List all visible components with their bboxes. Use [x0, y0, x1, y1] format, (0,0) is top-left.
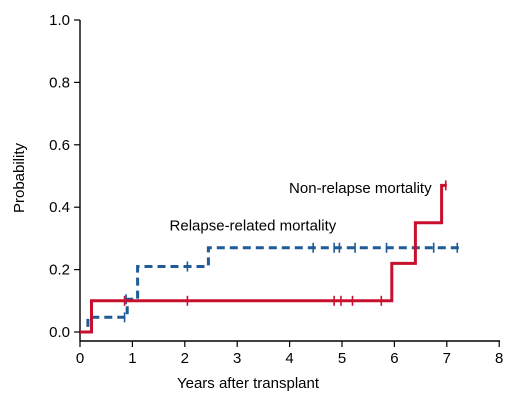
x-tick-label: 7 — [443, 350, 451, 367]
y-ticks: 0.0 0.2 0.4 0.6 0.8 1.0 — [49, 12, 80, 341]
series-annotation: Relapse-related mortality — [170, 218, 337, 235]
x-tick-label: 0 — [76, 350, 84, 367]
x-axis-title: Years after transplant — [177, 375, 320, 392]
annotations: Non-relapse mortality Relapse-related mor… — [170, 180, 433, 234]
x-tick-label: 6 — [390, 350, 398, 367]
x-tick-label: 4 — [285, 350, 293, 367]
x-tick-label: 8 — [495, 350, 503, 367]
y-tick-label: 0.8 — [49, 74, 70, 91]
x-tick-label: 2 — [181, 350, 189, 367]
series-annotation: Non-relapse mortality — [289, 180, 432, 197]
x-tick-label: 5 — [338, 350, 346, 367]
series-line — [80, 183, 447, 334]
series-1 — [80, 180, 447, 334]
y-tick-label: 0.0 — [49, 324, 70, 341]
x-tick-label: 1 — [128, 350, 136, 367]
y-tick-label: 0.4 — [49, 199, 70, 216]
series-layer — [80, 180, 463, 334]
y-axis-title: Probability — [11, 142, 28, 213]
y-tick-label: 0.2 — [49, 262, 70, 279]
x-tick-label: 3 — [233, 350, 241, 367]
series-0 — [80, 242, 463, 334]
y-tick-label: 0.6 — [49, 137, 70, 154]
y-tick-label: 1.0 — [49, 12, 70, 29]
x-ticks: 0 1 2 3 4 5 6 7 8 — [76, 341, 503, 367]
series-line — [80, 246, 463, 334]
